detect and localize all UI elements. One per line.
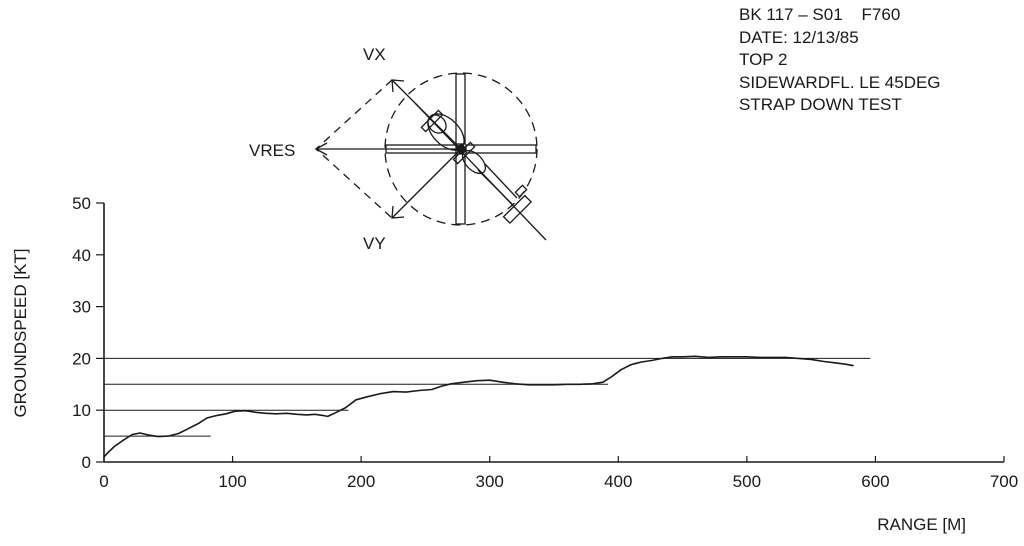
tail-boom-upper (477, 169, 513, 205)
y-tick-label: 50 (72, 194, 91, 213)
series-group (103, 355, 854, 458)
annotation-line: BK 117 – S01 F760 (739, 5, 901, 24)
vy-arrowhead (391, 205, 405, 219)
vy-arrow (391, 148, 462, 219)
x-tick-label: 700 (990, 472, 1018, 491)
y-tick-label: 30 (72, 298, 91, 317)
vy-label: VY (363, 234, 386, 253)
helicopter-vector-diagram (314, 72, 547, 241)
annotation-line: TOP 2 (739, 50, 788, 69)
tail-boom-lower (484, 163, 518, 199)
annotation-line: SIDEWARDFL. LE 45DEG (739, 72, 941, 92)
rotor-blade-right (465, 144, 537, 154)
y-tick-label: 0 (82, 453, 91, 472)
x-tick-label: 100 (218, 472, 246, 491)
fuselage-cockpit (427, 114, 447, 134)
y-tick-label: 40 (72, 246, 91, 265)
axes (103, 203, 1004, 463)
x-tick-label: 0 (99, 472, 108, 491)
tail-fin (514, 184, 528, 198)
y-tick-label: 10 (72, 401, 91, 420)
y-axis-title: GROUNDSPEED [KT] (11, 248, 30, 417)
flight-axis-line (414, 102, 547, 241)
ticks: 0 100 200 300 400 500 600 700 0 10 20 30 40 50 (72, 194, 1018, 491)
rotor-hub (456, 144, 466, 154)
rotor-blade-left (385, 144, 457, 154)
test-annotation-block: BK 117 – S01 F760 DATE: 12/13/85 TOP 2 S… (739, 4, 941, 117)
x-axis-title: RANGE [M] (877, 515, 966, 534)
rotor-blade-top (455, 73, 466, 145)
vx-label: VX (363, 45, 386, 64)
x-tick-label: 500 (733, 472, 761, 491)
x-tick-label: 300 (476, 472, 504, 491)
reference-lines (104, 357, 871, 437)
x-tick-label: 400 (604, 472, 632, 491)
rotor-disc-circle (384, 72, 538, 226)
groundspeed-series-line (103, 355, 854, 458)
y-tick-label: 20 (72, 349, 91, 368)
rotor-blade-bottom (455, 153, 466, 225)
annotation-line: DATE: 12/13/85 (739, 27, 859, 47)
skid-left (420, 109, 444, 133)
x-tick-label: 600 (861, 472, 889, 491)
annotation-line: STRAP DOWN TEST (739, 95, 902, 114)
tail-stabilizer (502, 194, 533, 225)
x-tick-label: 200 (347, 472, 375, 491)
vector-parallelogram-dashed (315, 79, 393, 219)
vres-label: VRES (249, 141, 295, 160)
